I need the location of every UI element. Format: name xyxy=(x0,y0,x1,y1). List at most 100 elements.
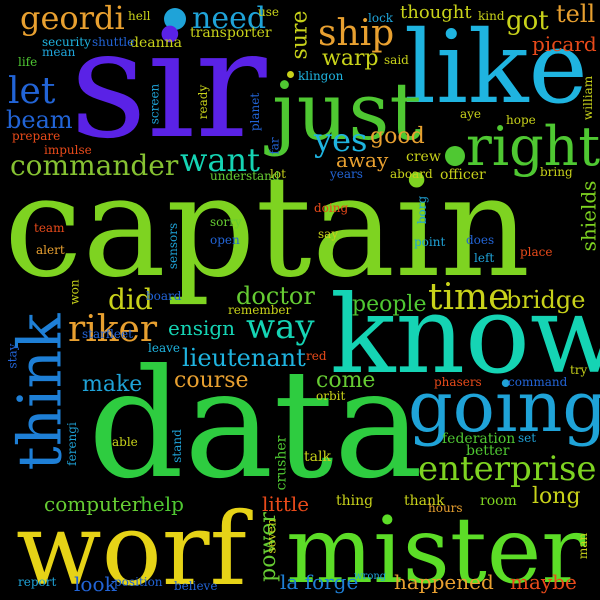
word-open: open xyxy=(210,233,240,247)
word-beam: beam xyxy=(6,106,73,134)
word-said: said xyxy=(384,53,409,67)
word-warp: warp xyxy=(322,46,379,71)
word-place: place xyxy=(520,245,553,259)
word-computer: computer xyxy=(44,492,142,516)
word-sir: sir xyxy=(70,0,267,172)
word-screen: screen xyxy=(147,83,162,125)
word-hope: hope xyxy=(506,113,536,127)
word-bring: bring xyxy=(540,165,573,179)
word-right: right xyxy=(466,115,600,178)
word-picard: picard xyxy=(532,32,597,56)
word-long: long xyxy=(532,484,581,509)
word-thank: thank xyxy=(404,493,445,509)
word-better: better xyxy=(466,443,510,459)
word-lot: lot xyxy=(270,167,286,181)
word-say: say xyxy=(318,227,339,241)
word-like: like xyxy=(404,9,588,126)
word-klingon: klingon xyxy=(298,69,344,83)
word-aboard: aboard xyxy=(390,167,433,181)
word-time: time xyxy=(428,277,510,318)
dot-decoration xyxy=(287,71,294,78)
word-orbit: orbit xyxy=(316,389,346,403)
word-doing: doing xyxy=(314,201,349,215)
word-enterprise: enterprise xyxy=(418,449,597,489)
word-crusher: crusher xyxy=(273,435,290,491)
word-did: did xyxy=(108,283,153,316)
word-la-forge: la forge xyxy=(280,570,359,594)
word-aye: aye xyxy=(460,107,482,121)
word-able: able xyxy=(112,435,138,449)
word-help: help xyxy=(140,492,184,516)
word-make: make xyxy=(82,372,143,397)
word-leave: leave xyxy=(148,341,180,355)
word-crew: crew xyxy=(406,149,441,165)
word-way: way xyxy=(246,307,315,347)
word-just: just xyxy=(272,65,422,158)
word-understand: understand xyxy=(210,169,280,183)
word-impulse: impulse xyxy=(44,143,92,157)
word-doctor: doctor xyxy=(236,282,315,310)
word-ferengi: ferengi xyxy=(64,422,79,466)
word-talk: talk xyxy=(304,449,331,465)
word-come: come xyxy=(316,368,376,393)
word-people: people xyxy=(352,292,427,317)
word-maybe: maybe xyxy=(510,570,577,594)
word-look: look xyxy=(74,572,117,596)
word-wrong: wrong xyxy=(354,571,387,582)
word-know: know xyxy=(330,273,600,398)
word-tell: tell xyxy=(556,0,596,28)
word-ship: ship xyxy=(318,13,395,54)
word-board: board xyxy=(146,289,182,303)
word-mister: mister xyxy=(286,497,586,600)
word-want: want xyxy=(180,141,260,179)
word-life: life xyxy=(18,55,38,69)
word-borg: borg xyxy=(415,195,430,225)
word-years: years xyxy=(330,167,363,181)
word-starfleet: starfleet xyxy=(82,327,133,341)
word-use: use xyxy=(258,5,279,19)
word-deanna: deanna xyxy=(130,35,182,51)
word-set: set xyxy=(518,431,537,445)
word-stand: stand xyxy=(169,429,184,463)
word-man: man xyxy=(576,532,591,560)
word-prepare: prepare xyxy=(12,129,61,143)
word-ready: ready xyxy=(196,84,211,120)
word-phasers: phasers xyxy=(434,375,482,389)
word-try: try xyxy=(570,363,588,377)
word-believe: believe xyxy=(174,579,218,593)
word-remember: remember xyxy=(228,303,292,317)
word-command: command xyxy=(508,375,568,389)
word-worf: worf xyxy=(16,491,247,600)
word-got: got xyxy=(506,6,549,36)
word-team: team xyxy=(34,221,65,235)
word-officer: officer xyxy=(440,167,486,183)
word-think: think xyxy=(5,313,76,471)
word-bridge: bridge xyxy=(506,286,586,314)
word-little: little xyxy=(262,492,310,516)
word-sensors: sensors xyxy=(166,222,181,270)
word-thing: thing xyxy=(336,493,374,509)
word-lieutenant: lieutenant xyxy=(182,344,306,372)
word-geordi: geordi xyxy=(20,0,125,37)
word-stay: stay xyxy=(5,343,20,369)
word-data: data xyxy=(88,338,424,512)
word-mean: mean xyxy=(42,45,76,59)
word-planet: planet xyxy=(248,92,263,132)
word-going: going xyxy=(408,366,600,448)
word-room: room xyxy=(480,493,517,509)
word-course: course xyxy=(174,368,249,393)
word-captain: captain xyxy=(4,146,531,309)
word-sure: sure xyxy=(287,10,313,60)
word-away: away xyxy=(336,148,389,172)
word-riker: riker xyxy=(68,309,158,350)
word-shuttle: shuttle xyxy=(92,35,135,49)
word-far: far xyxy=(267,137,282,155)
word-federation: federation xyxy=(442,431,516,447)
word-lock: lock xyxy=(368,11,394,25)
word-commander: commander xyxy=(10,149,179,182)
dot-decoration xyxy=(164,8,186,30)
word-hours: hours xyxy=(428,501,463,515)
word-let: let xyxy=(8,71,56,112)
word-won: won xyxy=(67,279,82,305)
